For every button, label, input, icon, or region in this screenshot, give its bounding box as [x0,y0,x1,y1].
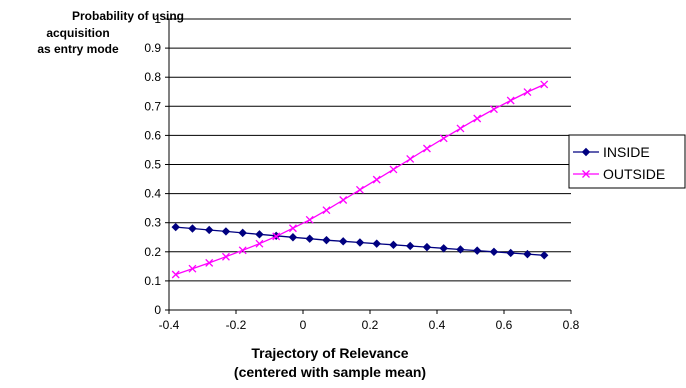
x-tick-label: -0.2 [226,318,247,332]
data-point [322,206,331,215]
data-point [406,155,415,163]
data-point [506,248,515,258]
y-axis-title-line: acquisition [46,26,109,40]
data-point [372,175,381,184]
data-point [523,88,532,97]
data-point [506,96,515,105]
y-tick-label: 0.2 [144,245,161,259]
data-point [456,124,465,133]
data-point [205,258,214,267]
y-tick-label: 0 [154,303,161,317]
y-tick-label: 0.7 [144,99,161,113]
data-point [204,225,214,235]
y-axis-title-line: Probability of using [72,9,184,23]
y-tick-label: 1 [154,12,161,26]
data-point [171,270,180,279]
data-point [322,235,331,245]
data-point [422,242,432,252]
legend-box [568,134,686,189]
x-tick-label: 0.8 [563,318,580,332]
data-point [389,165,398,174]
data-point [305,215,314,224]
data-point [238,246,247,255]
data-point [238,228,247,238]
data-point [288,224,297,233]
data-point [439,244,448,253]
legend-label: INSIDE [603,144,650,160]
data-point [188,224,197,233]
data-point [339,196,348,204]
data-point [472,246,482,255]
data-point [456,245,465,254]
data-point [540,80,549,89]
data-point [539,251,549,260]
data-point [489,247,499,257]
data-point [355,185,364,194]
y-tick-label: 0.9 [144,41,161,55]
data-point [305,234,314,243]
x-tick-label: -0.4 [159,318,180,332]
y-tick-label: 0.6 [144,128,161,142]
x-tick-label: 0.4 [429,318,446,332]
x-axis-title-line: Trajectory of Relevance [251,345,408,361]
data-point [272,232,281,241]
data-point [523,249,532,259]
data-point [221,252,230,261]
data-point [489,105,498,114]
y-tick-label: 0.4 [144,187,161,201]
data-point [582,170,590,178]
data-point [188,264,197,273]
data-point [389,240,398,250]
data-point [171,222,180,232]
data-point [355,238,365,247]
x-tick-label: 0.6 [496,318,513,332]
data-point [581,147,591,157]
data-point [255,230,264,239]
data-point [422,144,431,153]
y-tick-label: 0.1 [144,274,161,288]
data-point [372,239,381,248]
x-axis-title-line: (centered with sample mean) [234,364,426,380]
y-tick-label: 0.8 [144,70,161,84]
data-point [439,134,448,143]
data-point [221,227,231,236]
data-point [473,114,482,123]
y-tick-label: 0.3 [144,216,161,230]
x-tick-label: 0.2 [362,318,379,332]
x-tick-label: 0 [300,318,307,332]
data-point [255,239,264,248]
legend-label: OUTSIDE [603,166,665,182]
y-axis-title-line: as entry mode [37,42,119,56]
y-tick-label: 0.5 [144,158,161,172]
data-point [338,237,348,246]
data-point [288,233,298,242]
data-point [405,241,415,251]
